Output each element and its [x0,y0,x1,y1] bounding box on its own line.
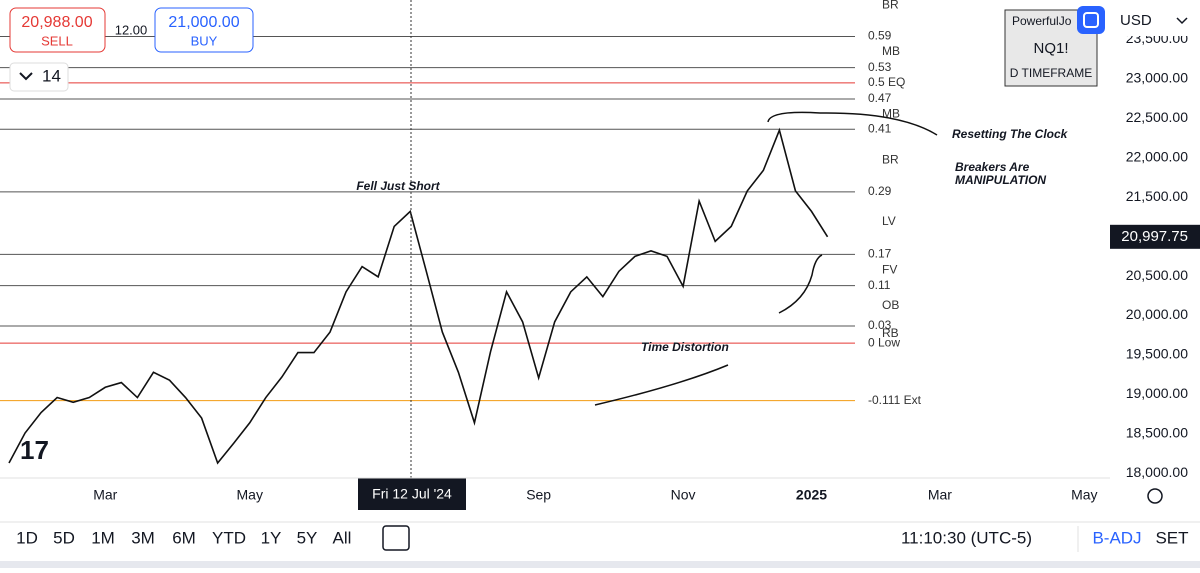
clock: 11:10:30 (UTC-5) [901,528,1032,547]
x-tick-label: 2025 [796,487,827,503]
y-tick-label: 20,000.00 [1126,306,1188,322]
y-tick-label: 20,500.00 [1126,267,1188,283]
settings-button[interactable]: SET [1155,528,1188,547]
drawing [778,254,823,314]
buy-button[interactable] [154,7,254,53]
zone-label: OB [882,298,899,312]
level-label: -0.111 Ext [868,393,922,407]
zone-label: RB [882,326,899,340]
level-label: 0.03 [868,318,892,332]
y-tick-label: 21,500.00 [1126,188,1188,204]
chevron [1176,17,1188,25]
annotation: Breakers Are [955,160,1030,174]
swap-button[interactable] [1077,6,1105,34]
y-axis: 18,000.00 18,500.00 19,000.00 19,500.00 20,0… [1110,30,1200,480]
range-button[interactable]: 3M [131,528,155,547]
crosshair-label: Fri 12 Jul '24 [372,486,452,502]
level-label: 0.11 [868,278,891,292]
annotation: Time Distortion [641,340,729,354]
level-label: 0.29 [868,184,892,198]
range-bar: 1D 5D 1M 3M 6M YTD 1Y 5Y All [16,528,351,547]
bottom-strip [0,561,1200,568]
range-button[interactable]: YTD [212,528,246,547]
range-button[interactable]: 5D [53,528,75,547]
y-tick-label: 18,500.00 [1126,425,1188,441]
crosshair-box [358,478,466,510]
currency-select[interactable] [1112,4,1196,36]
drawing [594,364,729,406]
sell-price: 20,988.00 [21,14,92,31]
level-label: 0.5 EQ [868,75,905,89]
y-tick-label: 22,500.00 [1126,109,1188,125]
collapse-button[interactable] [9,62,69,92]
x-tick-label: Mar [928,487,952,503]
spread: 12.00 [115,22,148,37]
range-button[interactable]: All [333,528,352,547]
price-line [8,127,829,465]
currency: USD [1120,12,1152,29]
indicator-symbol: NQ1! [1033,40,1068,57]
buy-label: BUY [191,33,218,48]
swap-icon [1083,12,1099,28]
range-button[interactable]: 5Y [297,528,318,547]
y-tick-label: 18,000.00 [1126,464,1188,480]
y-tick-label: 19,000.00 [1126,385,1188,401]
level-label: 0.59 [868,29,892,43]
y-tick-label: 19,500.00 [1126,346,1188,362]
level-label: 0.53 [868,60,892,74]
date-picker[interactable] [382,525,410,551]
x-tick-label: May [237,487,263,503]
last-price-label: 20,997.75 [1121,228,1188,245]
buy-price: 21,000.00 [168,14,239,31]
range-button[interactable]: 1D [16,528,38,547]
plot-area: 0.59 0.530.5 EQ 0.47 0.41 0.29 0.17 0.11 0.03 0 … [0,0,922,465]
x-tick-label: Mar [93,487,117,503]
x-tick-label: Sep [526,487,551,503]
collapse-count: 14 [42,66,61,85]
y-tick-label: 23,000.00 [1126,70,1188,86]
y-tick-label: 22,000.00 [1126,148,1188,164]
level-label: 0.47 [868,91,892,105]
last-price-box [1110,224,1200,249]
chevron [19,72,33,81]
zone-label: FV [882,263,897,277]
zone-label: MB [882,44,900,58]
adjust-button[interactable]: B-ADJ [1092,528,1141,547]
indicator-name: PowerfulJo [1012,14,1072,28]
x-tick-label: May [1071,487,1097,503]
annotation: Fell Just Short [356,179,440,193]
level-label: 0 Low [868,335,900,349]
zone-label: BR [882,0,899,11]
range-button[interactable]: 6M [172,528,196,547]
drawing [767,111,938,136]
annotation: Resetting The Clock [952,127,1069,141]
logo: 17 [20,435,49,465]
range-button[interactable]: 1Y [261,528,282,547]
sell-button[interactable] [9,7,106,53]
level-label: 0.17 [868,247,892,261]
indicator-timeframe: D TIMEFRAME [1010,66,1092,80]
range-button[interactable]: 1M [91,528,115,547]
annotation: MANIPULATION [955,173,1046,187]
level-label: 0.41 [868,121,892,135]
x-tick-label: Nov [671,487,696,503]
settings-icon[interactable] [1147,488,1163,504]
zone-label: BR [882,153,899,167]
sell-label: SELL [41,33,73,48]
zone-label: LV [882,214,896,228]
